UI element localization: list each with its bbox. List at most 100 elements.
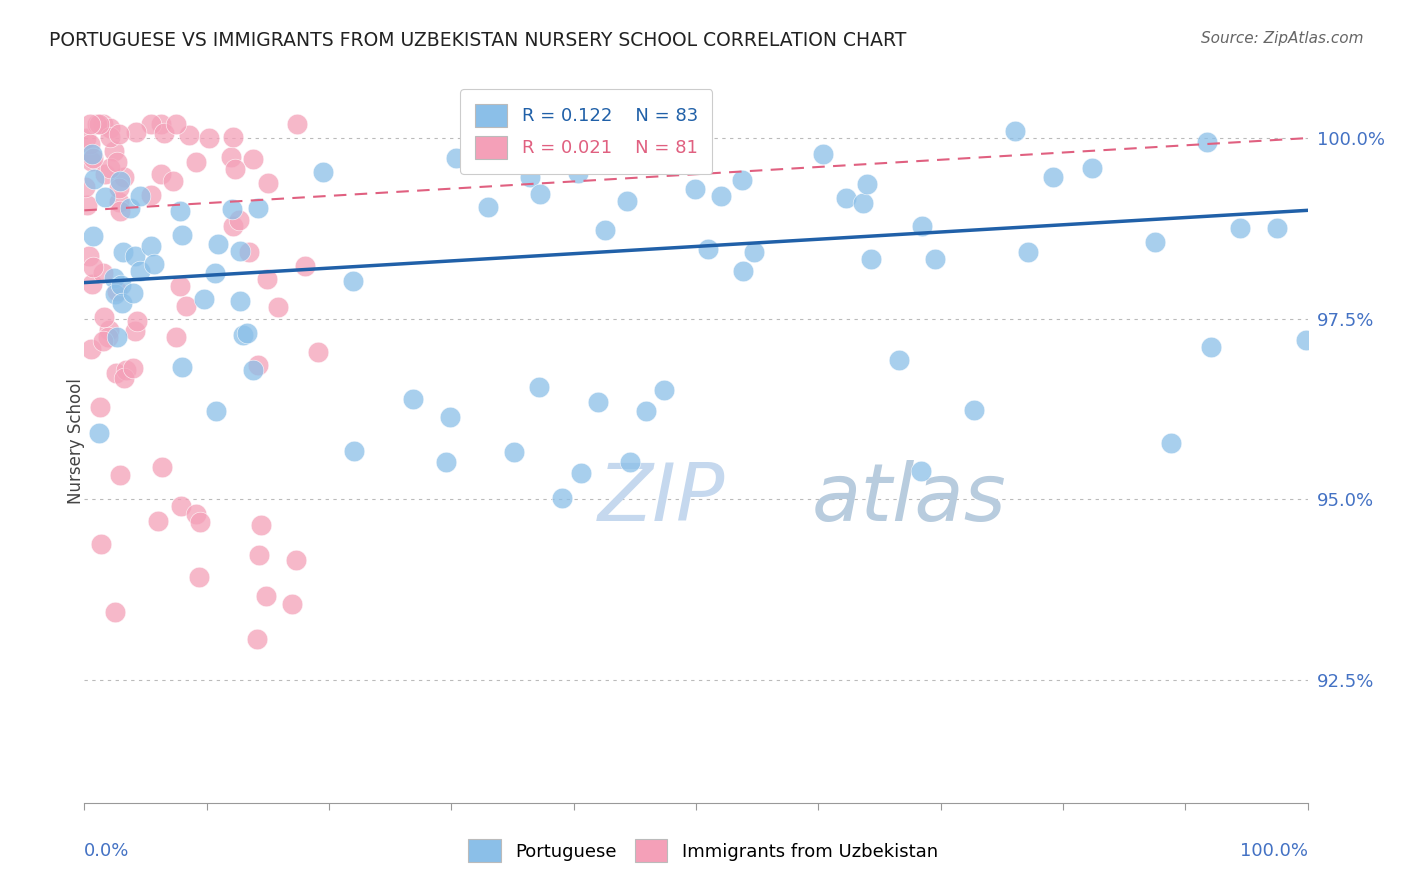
Point [527, 380, 550, 394]
Point [204, 266, 226, 280]
Point [98, 130, 121, 145]
Point [111, 244, 134, 259]
Point [242, 362, 264, 376]
Point [343, 443, 366, 458]
Point [567, 166, 589, 180]
Point [198, 131, 221, 145]
Point [232, 328, 254, 343]
Point [97, 322, 120, 336]
Point [444, 151, 467, 165]
Point [222, 219, 245, 234]
Point [97, 330, 120, 344]
Point [551, 491, 574, 505]
Point [643, 150, 665, 164]
Point [221, 202, 243, 216]
Point [105, 285, 128, 299]
Point [87, 117, 110, 131]
Point [108, 174, 131, 188]
Point [1017, 244, 1039, 259]
Point [696, 242, 718, 256]
Point [222, 129, 245, 144]
Point [80, 342, 103, 356]
Point [174, 299, 197, 313]
Point [281, 598, 304, 612]
Point [246, 201, 269, 215]
Point [79, 136, 101, 151]
Point [307, 344, 329, 359]
Point [811, 147, 834, 161]
Point [114, 371, 136, 385]
Point [75, 131, 97, 145]
Text: PORTUGUESE VS IMMIGRANTS FROM UZBEKISTAN NURSERY SCHOOL CORRELATION CHART: PORTUGUESE VS IMMIGRANTS FROM UZBEKISTAN… [49, 31, 907, 50]
Point [312, 164, 335, 178]
Point [141, 117, 163, 131]
Point [79, 153, 101, 168]
Point [165, 330, 187, 344]
Point [434, 454, 457, 468]
Point [284, 553, 307, 567]
Point [91, 266, 114, 280]
Text: ZIP: ZIP [598, 460, 725, 539]
Text: Source: ZipAtlas.com: Source: ZipAtlas.com [1201, 31, 1364, 46]
Point [731, 173, 754, 187]
Point [120, 202, 142, 216]
Point [250, 517, 273, 532]
Point [207, 237, 229, 252]
Point [224, 162, 246, 177]
Point [104, 366, 127, 380]
Point [402, 392, 425, 406]
Point [910, 464, 932, 478]
Point [108, 194, 131, 209]
Point [228, 212, 250, 227]
Point [852, 196, 875, 211]
Point [219, 150, 242, 164]
Point [76, 197, 98, 211]
Point [103, 270, 125, 285]
Point [529, 187, 551, 202]
Point [731, 264, 754, 278]
Point [150, 460, 173, 475]
Point [188, 515, 211, 529]
Point [887, 353, 910, 368]
Text: 0.0%: 0.0% [84, 842, 129, 860]
Point [742, 245, 765, 260]
Point [924, 252, 946, 266]
Point [254, 589, 277, 603]
Point [294, 259, 316, 273]
Point [569, 466, 592, 480]
Point [77, 249, 100, 263]
Point [685, 182, 707, 196]
Point [177, 128, 200, 142]
Legend: R = 0.122    N = 83, R = 0.021    N = 81: R = 0.122 N = 83, R = 0.021 N = 81 [460, 89, 713, 174]
Point [91, 334, 114, 348]
Point [1081, 161, 1104, 175]
Point [652, 384, 675, 398]
Point [170, 499, 193, 513]
Point [169, 204, 191, 219]
Point [193, 292, 215, 306]
Point [94, 167, 117, 181]
Legend: Portuguese, Immigrants from Uzbekistan: Portuguese, Immigrants from Uzbekistan [461, 832, 945, 870]
Point [108, 468, 131, 483]
Point [139, 188, 162, 202]
Point [86, 117, 108, 131]
Point [242, 152, 264, 166]
Point [636, 404, 658, 418]
Point [124, 248, 146, 262]
Point [82, 151, 104, 165]
Point [267, 300, 290, 314]
Point [229, 294, 252, 309]
Point [98, 161, 121, 175]
Point [121, 285, 143, 300]
Point [108, 127, 131, 141]
Point [285, 117, 308, 131]
Point [166, 117, 188, 131]
Point [108, 181, 131, 195]
Point [1197, 135, 1219, 149]
Point [114, 363, 136, 377]
Point [184, 507, 207, 521]
Point [626, 149, 648, 163]
Point [129, 264, 152, 278]
Point [149, 167, 172, 181]
Point [519, 169, 541, 184]
